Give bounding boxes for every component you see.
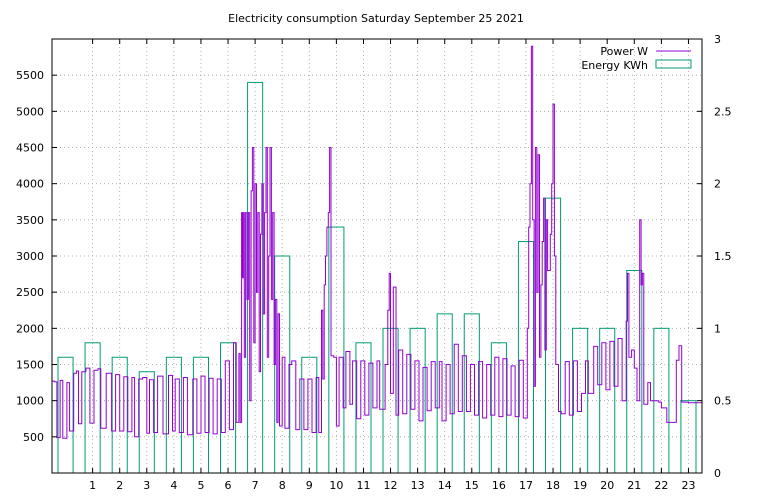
power-line-layer bbox=[52, 45, 702, 439]
x-tick-label: 2 bbox=[116, 479, 123, 492]
y-tick-label: 3500 bbox=[16, 214, 44, 227]
y2-tick-label: 1.5 bbox=[714, 250, 732, 263]
y-tick-label: 2000 bbox=[16, 322, 44, 335]
y-tick-label: 4500 bbox=[16, 142, 44, 155]
x-tick-label: 19 bbox=[573, 479, 587, 492]
y-tick-label: 1000 bbox=[16, 395, 44, 408]
x-tick-label: 13 bbox=[411, 479, 425, 492]
energy-bar bbox=[517, 241, 535, 474]
x-tick-label: 6 bbox=[225, 479, 232, 492]
x-tick-label: 8 bbox=[279, 479, 286, 492]
y-tick-label: 500 bbox=[23, 431, 44, 444]
y-tick-label: 5500 bbox=[16, 69, 44, 82]
legend-power-label: Power W bbox=[600, 45, 648, 58]
y-tick-label: 4000 bbox=[16, 178, 44, 191]
legend-energy-swatch bbox=[655, 59, 692, 69]
x-tick-label: 15 bbox=[465, 479, 479, 492]
y-tick-label: 3000 bbox=[16, 250, 44, 263]
x-tick-label: 23 bbox=[681, 479, 695, 492]
x-tick-label: 14 bbox=[438, 479, 452, 492]
y-tick-label: 2500 bbox=[16, 286, 44, 299]
y2-tick-label: 2.5 bbox=[714, 105, 732, 118]
x-tick-label: 16 bbox=[492, 479, 506, 492]
chart-title: Electricity consumption Saturday Septemb… bbox=[228, 12, 524, 25]
legend-energy-label: Energy KWh bbox=[581, 59, 648, 72]
x-tick-label: 1 bbox=[89, 479, 96, 492]
x-tick-label: 21 bbox=[627, 479, 641, 492]
y2-tick-label: 0.5 bbox=[714, 395, 732, 408]
x-tick-label: 10 bbox=[329, 479, 343, 492]
axis-ticks: 1 2 3 4 5 6 7 8 9 10 11 12 13 14 15 16 17 18 19 20 21 22 23500… bbox=[16, 33, 732, 492]
legend: Power W Energy KWh bbox=[581, 45, 692, 72]
x-tick-label: 7 bbox=[252, 479, 259, 492]
x-tick-label: 12 bbox=[384, 479, 398, 492]
y2-tick-label: 3 bbox=[714, 33, 721, 46]
x-tick-label: 22 bbox=[654, 479, 668, 492]
x-tick-label: 3 bbox=[143, 479, 150, 492]
x-tick-label: 4 bbox=[170, 479, 177, 492]
power-line bbox=[52, 45, 702, 439]
y-tick-label: 5000 bbox=[16, 105, 44, 118]
x-tick-label: 18 bbox=[546, 479, 560, 492]
x-tick-label: 20 bbox=[600, 479, 614, 492]
y2-tick-label: 1 bbox=[714, 322, 721, 335]
y-tick-label: 1500 bbox=[16, 359, 44, 372]
y2-tick-label: 2 bbox=[714, 178, 721, 191]
x-tick-label: 11 bbox=[356, 479, 370, 492]
x-tick-label: 17 bbox=[519, 479, 533, 492]
x-tick-label: 9 bbox=[306, 479, 313, 492]
x-tick-label: 5 bbox=[197, 479, 204, 492]
y2-tick-label: 0 bbox=[714, 467, 721, 480]
